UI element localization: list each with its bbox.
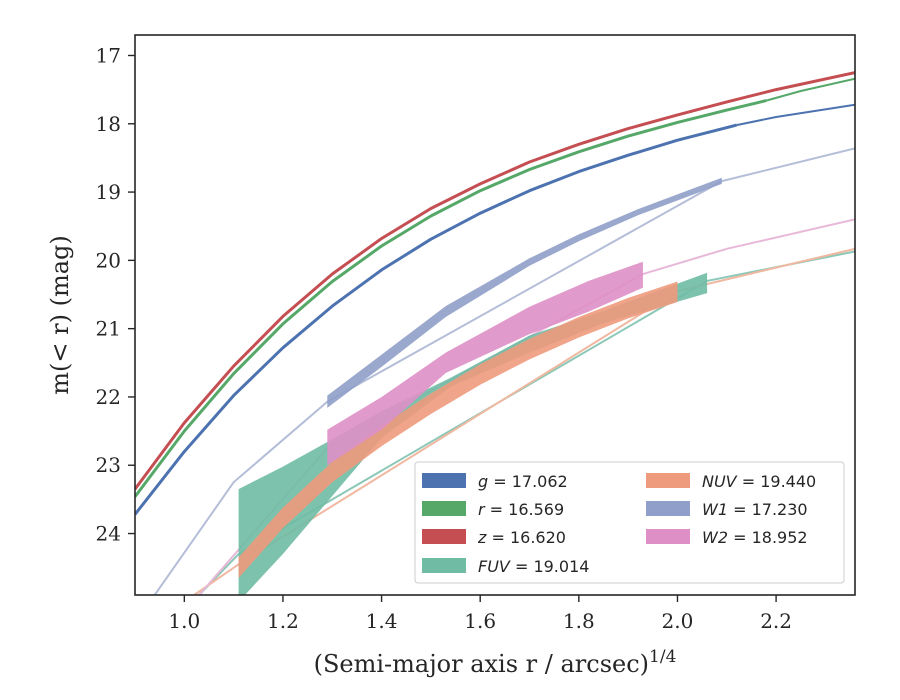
- series-r-model-line: [765, 77, 855, 102]
- legend: g = 17.062 r = 16.569 z = 16.620 FUV = 19.0…: [414, 461, 845, 584]
- legend-swatch-nuv: [646, 473, 690, 488]
- legend-label-w2: W2 = 18.952: [702, 528, 808, 547]
- x-tick-label: 1.8: [563, 609, 595, 633]
- series-z-line: [135, 71, 855, 490]
- series-g-line: [135, 123, 737, 516]
- legend-label-r: r = 16.569: [478, 500, 564, 519]
- x-tick-label: 1.0: [168, 609, 200, 633]
- x-axis: 1.0 1.2 1.4 1.6 1.8 2.0 2.2: [168, 595, 792, 633]
- legend-swatch-w1: [646, 501, 690, 516]
- x-tick-label: 1.4: [366, 609, 398, 633]
- series-r-line: [135, 99, 767, 498]
- series-w2-band: [327, 261, 643, 466]
- series-nuv-model-line: [193, 247, 855, 595]
- x-tick-label: 1.2: [267, 609, 299, 633]
- y-tick-label: 19: [96, 180, 121, 204]
- legend-swatch-g: [422, 473, 466, 488]
- plot-frame: [134, 34, 856, 596]
- x-tick-label: 2.2: [760, 609, 792, 633]
- y-tick-label: 21: [96, 317, 121, 341]
- x-tick-label: 2.0: [662, 609, 694, 633]
- legend-label-fuv: FUV = 19.014: [478, 557, 589, 576]
- legend-swatch-fuv: [422, 558, 466, 573]
- legend-box: [414, 461, 845, 584]
- series-nuv-band: [238, 281, 678, 578]
- y-tick-label: 18: [96, 112, 121, 136]
- legend-label-z: z = 16.620: [477, 528, 566, 547]
- y-tick-label: 17: [96, 43, 121, 67]
- plot-layer: [135, 71, 855, 595]
- x-tick-label: 1.6: [464, 609, 496, 633]
- legend-swatch-w2: [646, 529, 690, 544]
- legend-swatch-r: [422, 501, 466, 516]
- y-tick-label: 23: [96, 453, 121, 477]
- y-axis: 17 18 19 20 21 22 23 24: [96, 43, 135, 546]
- legend-label-nuv: NUV = 19.440: [702, 472, 816, 491]
- y-tick-label: 22: [96, 385, 121, 409]
- y-tick-label: 24: [96, 522, 121, 546]
- y-axis-label: m(< r) (mag): [46, 235, 74, 394]
- y-tick-label: 20: [96, 248, 121, 272]
- legend-label-w1: W1 = 17.230: [702, 500, 808, 519]
- legend-swatch-z: [422, 529, 466, 544]
- x-axis-label: (Semi-major axis r / arcsec)1/4: [314, 647, 677, 678]
- legend-label-g: g = 17.062: [478, 472, 568, 491]
- series-g-model-line: [736, 103, 855, 127]
